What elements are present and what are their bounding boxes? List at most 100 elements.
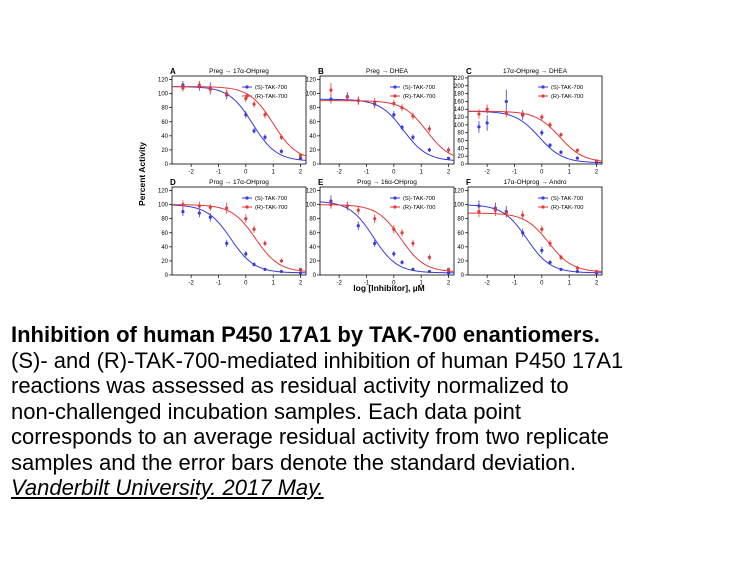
y-tick-label: 120 [158, 78, 169, 84]
plot-frame [467, 186, 603, 276]
data-point [345, 204, 349, 208]
data-point [548, 241, 552, 245]
legend-label: (S)-TAK-700 [403, 85, 435, 91]
y-tick-label: 120 [306, 78, 317, 84]
y-tick-label: 60 [309, 231, 316, 237]
data-point [279, 135, 283, 139]
panel-title: 17α-OHprog → Andro [503, 179, 566, 186]
y-tick-label: 200 [454, 84, 465, 90]
legend-marker [393, 205, 397, 209]
data-point [575, 266, 579, 270]
data-point [521, 231, 525, 235]
legend-marker [245, 196, 249, 200]
legend-label: (R)-TAK-700 [255, 205, 287, 211]
fit-curve [319, 204, 455, 272]
figure: Percent Activity log [Inhibitor], µM A Pr… [137, 67, 603, 293]
data-point [446, 267, 451, 271]
legend-label: (S)-TAK-700 [551, 85, 583, 91]
y-tick-label: 100 [158, 203, 169, 209]
y-tick-label: 80 [161, 217, 168, 223]
data-point [540, 227, 544, 231]
fit-curve [171, 86, 307, 157]
data-point [594, 269, 599, 274]
x-tick-label: -2 [484, 170, 490, 176]
legend-label: (S)-TAK-700 [403, 196, 435, 202]
panel-title: Prog → 17α-OHprog [209, 179, 269, 186]
plot-frame [171, 186, 307, 276]
data-point [279, 269, 283, 274]
data-point [521, 213, 525, 217]
y-tick-label: 100 [306, 92, 317, 98]
data-point [197, 211, 201, 215]
data-point [244, 113, 248, 117]
data-point [208, 215, 212, 219]
y-tick-label: 40 [457, 146, 464, 152]
legend-marker [393, 196, 397, 200]
plot-frame [467, 75, 603, 165]
y-tick-label: 20 [309, 259, 316, 265]
x-tick-label: 1 [272, 281, 276, 287]
y-tick-label: 20 [457, 259, 464, 265]
data-point [594, 159, 599, 163]
caption-credit-link[interactable]: Vanderbilt University. 2017 May. [11, 475, 324, 500]
data-point [373, 100, 377, 104]
legend-marker [541, 85, 545, 89]
data-point [411, 135, 415, 139]
data-point [504, 99, 508, 104]
y-tick-label: 0 [165, 273, 169, 279]
data-point [298, 267, 303, 271]
y-tick-label: 0 [313, 162, 317, 168]
data-point [263, 113, 267, 117]
data-point [298, 156, 303, 160]
y-tick-label: 40 [309, 134, 316, 140]
data-point [252, 129, 256, 133]
x-tick-label: -2 [336, 170, 342, 176]
y-tick-label: 0 [461, 162, 465, 168]
data-point [298, 153, 303, 158]
data-point [427, 127, 431, 131]
data-point [575, 156, 579, 160]
x-tick-label: 1 [420, 170, 424, 176]
data-point [559, 267, 563, 271]
plot-frame [319, 75, 455, 165]
data-point [197, 83, 201, 87]
data-point [373, 217, 377, 221]
x-tick-label: 2 [299, 170, 303, 176]
data-point [208, 87, 212, 91]
data-point [225, 241, 229, 245]
caption-line-2: reactions was assessed as residual activ… [11, 373, 569, 398]
data-point [504, 211, 508, 215]
legend-marker [541, 205, 545, 209]
legend-label: (R)-TAK-700 [255, 94, 287, 100]
data-point [485, 107, 489, 111]
y-tick-label: 80 [309, 217, 316, 223]
y-tick-label: 60 [457, 231, 464, 237]
y-tick-label: 120 [306, 189, 317, 195]
data-point [392, 252, 396, 256]
data-point [548, 143, 552, 147]
data-point [559, 150, 563, 154]
figure-svg: Percent Activity log [Inhibitor], µM A Pr… [137, 67, 603, 293]
panel-title: Prog → 16α-OHprog [357, 179, 417, 186]
fit-curve [319, 98, 455, 161]
data-point [225, 206, 229, 210]
panel-title: Preg → DHEA [366, 68, 409, 75]
panel-f: F 17α-OHprog → Andro-2 -1 0 1 202040608010012… [454, 178, 603, 287]
x-tick-label: 2 [299, 281, 303, 287]
x-tick-label: 1 [568, 281, 572, 287]
legend-marker [245, 85, 249, 89]
data-point [477, 125, 481, 129]
fit-curve [467, 212, 603, 273]
legend-label: (S)-TAK-700 [551, 196, 583, 202]
data-point [345, 95, 349, 99]
data-point [244, 217, 248, 221]
y-tick-label: 0 [165, 162, 169, 168]
legend-marker [393, 94, 397, 98]
y-tick-label: 40 [161, 134, 168, 140]
data-point [181, 203, 185, 207]
data-point [411, 114, 415, 118]
legend-label: (R)-TAK-700 [403, 205, 435, 211]
panel-letter: C [466, 67, 472, 76]
caption-line-5: samples and the error bars denote the st… [11, 449, 577, 475]
data-point [493, 208, 497, 212]
